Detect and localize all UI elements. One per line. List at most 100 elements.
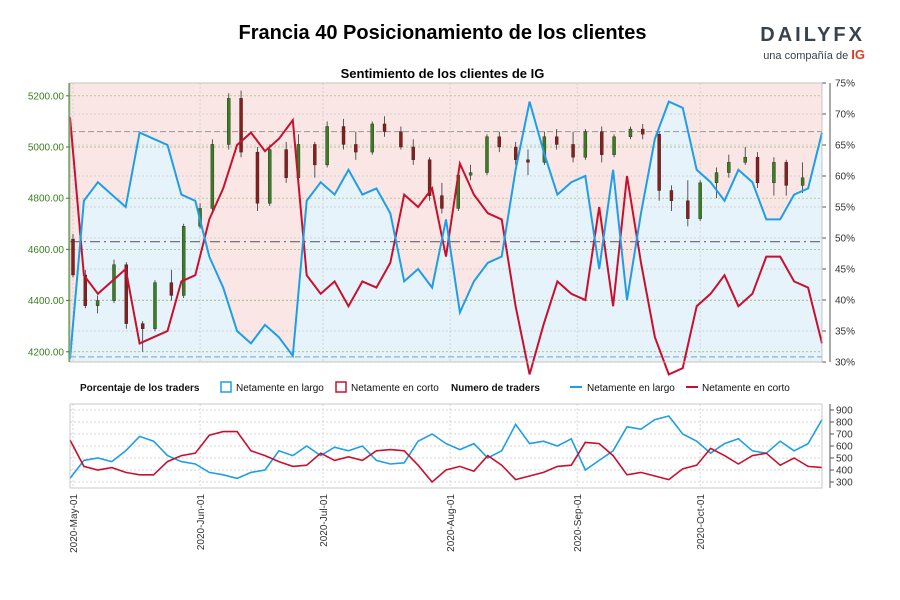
candle-body	[140, 323, 145, 329]
date-label: 2020-Oct-01	[696, 494, 707, 550]
candle-body	[440, 195, 444, 209]
candle-body	[485, 136, 489, 173]
legend-pct-long-swatch	[220, 381, 232, 393]
candle-body	[268, 149, 272, 204]
candle-body	[800, 177, 805, 186]
pct-long-line	[69, 100, 823, 359]
pct-tick-label: 60%	[835, 172, 855, 183]
candle-body	[497, 136, 501, 148]
candle-body	[227, 98, 231, 145]
traders-tick-label: 400	[836, 466, 853, 477]
pct-tick-label: 35%	[835, 327, 855, 338]
candle-body	[743, 157, 747, 163]
candle-body	[513, 146, 518, 160]
traders-short-line	[69, 430, 823, 484]
candle-body	[427, 159, 432, 196]
chart-subtitle: Sentimiento de los clientes de IG	[340, 66, 545, 81]
candle-body	[181, 226, 186, 296]
price-tick-label: 4600.00	[28, 245, 65, 256]
legend-num-title: Numero de traders	[451, 383, 540, 394]
dailyfx-logo: DAILYFX una compañía de IG	[760, 24, 865, 62]
candle-body	[784, 162, 788, 186]
traders-panel-frame	[69, 403, 823, 489]
candle-body	[571, 144, 575, 158]
candle-body	[284, 149, 288, 178]
traders-tick-label: 300	[836, 478, 853, 489]
price-tick-label: 5200.00	[28, 91, 65, 102]
price-tick-label: 5000.00	[28, 142, 65, 153]
ig-mark: IG	[851, 47, 865, 62]
candle-body	[772, 162, 776, 184]
candle-body	[239, 98, 243, 153]
traders-tick-label: 600	[836, 442, 853, 453]
candle-body	[411, 146, 415, 160]
pct-tick-label: 75%	[835, 79, 855, 90]
brand-sub-text: una compañía de	[763, 50, 849, 62]
pct-tick-label: 30%	[835, 358, 855, 369]
candle-body	[83, 274, 87, 306]
brand-subtitle: una compañía de IG	[760, 47, 865, 62]
candle-body	[370, 123, 374, 153]
candle-body	[124, 264, 128, 324]
candle-body	[554, 136, 559, 145]
candle-body	[210, 144, 215, 209]
candle-body	[714, 172, 719, 184]
traders-tick-label: 500	[836, 454, 853, 465]
candle-body	[399, 131, 403, 148]
date-label: 2020-Jul-01	[319, 494, 330, 547]
pct-tick-label: 40%	[835, 296, 855, 307]
date-label: 2020-May-01	[69, 494, 80, 553]
chart-title: Francia 40 Posicionamiento de los client…	[238, 22, 647, 44]
candle-body	[112, 264, 116, 301]
brand-name: DAILYFX	[760, 24, 865, 46]
date-label: 2020-Jun-01	[196, 494, 207, 551]
legend-pct-title: Porcentaje de los traders	[80, 383, 200, 394]
candle-body	[153, 282, 157, 329]
traders-tick-label: 700	[836, 430, 853, 441]
pct-tick-label: 50%	[835, 234, 855, 245]
price-tick-label: 4200.00	[28, 347, 65, 358]
candle-body	[526, 159, 530, 163]
traders-long-line	[69, 415, 823, 480]
candle-body	[325, 126, 329, 166]
legend-pct-long: Netamente en largo	[236, 383, 324, 394]
pct-tick-label: 55%	[835, 203, 855, 214]
candle-body	[341, 126, 346, 145]
pct-short-line	[69, 117, 823, 376]
legend-pct-short-swatch	[335, 381, 347, 393]
candle-body	[313, 144, 317, 166]
candle-body	[169, 282, 174, 296]
candle-body	[583, 131, 588, 158]
pct-tick-label: 65%	[835, 141, 855, 152]
legend-num-short: Netamente en corto	[702, 383, 790, 394]
candle-body	[641, 128, 645, 135]
candle-body	[468, 172, 473, 176]
candle-body	[669, 190, 674, 201]
traders-panel: 2020-May-01 2020-Jun-01 2020-Jul-01 2020-Au…	[69, 403, 853, 553]
date-label: 2020-Aug-01	[446, 494, 457, 552]
candle-body	[755, 157, 760, 184]
traders-tick-label: 900	[836, 406, 853, 417]
candle-body	[698, 182, 702, 219]
candle-body	[71, 238, 75, 276]
pct-tick-label: 45%	[835, 265, 855, 276]
price-tick-label: 4400.00	[28, 296, 65, 307]
traders-tick-label: 800	[836, 418, 853, 429]
candle-body	[95, 300, 100, 306]
candle-body	[628, 128, 633, 137]
pct-tick-label: 70%	[835, 110, 855, 121]
candle-body	[657, 133, 661, 191]
candle-body	[354, 144, 358, 153]
main-panel-frame	[69, 82, 823, 363]
legend: Porcentaje de los traders Netamente en l…	[80, 381, 790, 394]
date-label: 2020-Sep-01	[573, 494, 584, 552]
legend-num-long: Netamente en largo	[587, 383, 675, 394]
candle-body	[382, 123, 387, 132]
price-tick-label: 4800.00	[28, 194, 65, 205]
candle-body	[255, 151, 260, 204]
candle-body	[727, 162, 731, 173]
long-region	[70, 101, 822, 362]
legend-pct-short: Netamente en corto	[351, 383, 439, 394]
candle-body	[612, 136, 616, 155]
